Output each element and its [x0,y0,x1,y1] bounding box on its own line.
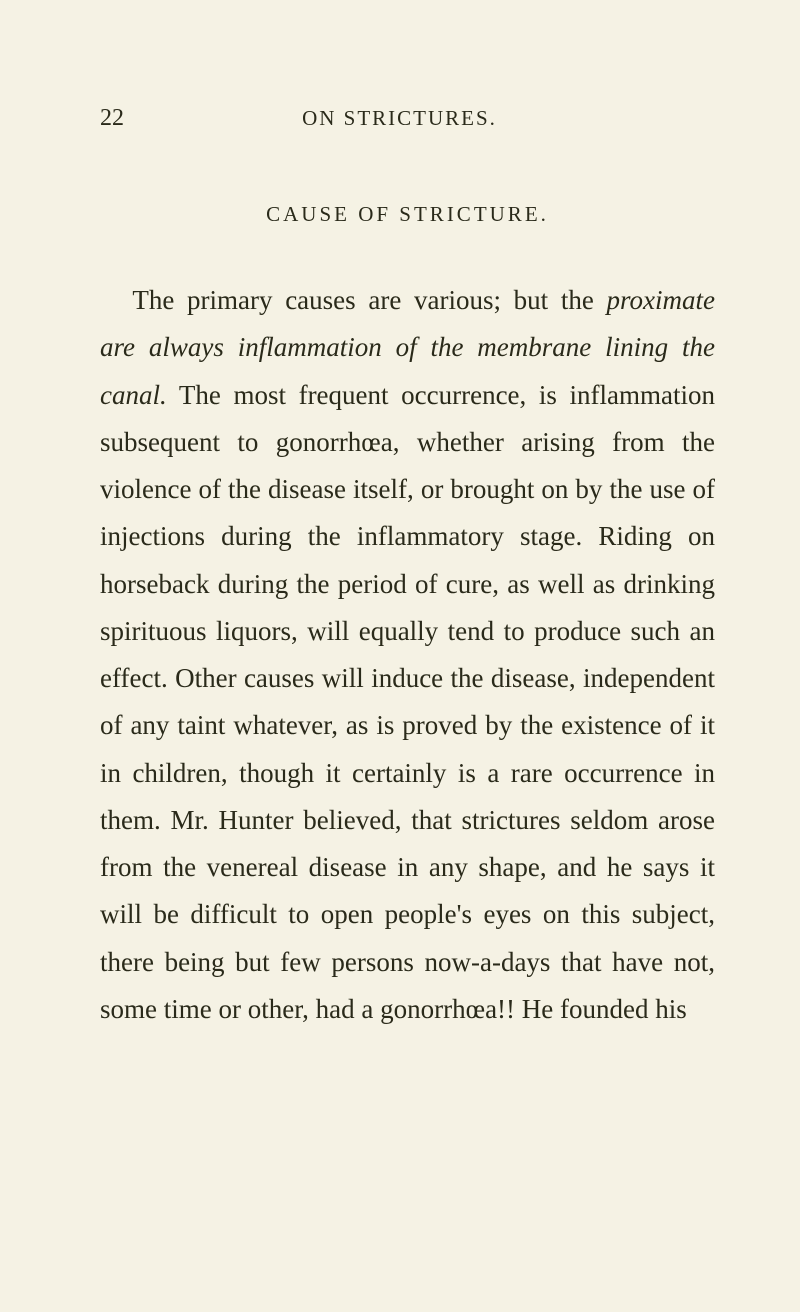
page-header: 22 ON STRICTURES. [100,105,715,132]
body-text-part-3: The most frequent occurrence, is inflamm… [100,380,715,1024]
running-head: ON STRICTURES. [124,106,675,131]
page-number: 22 [100,105,124,132]
body-text-part-1: The primary causes are various; but the [132,285,606,315]
book-page: 22 ON STRICTURES. CAUSE OF STRICTURE. Th… [0,0,800,1093]
body-paragraph: The primary causes are various; but the … [100,277,715,1033]
section-title: CAUSE OF STRICTURE. [100,202,715,227]
